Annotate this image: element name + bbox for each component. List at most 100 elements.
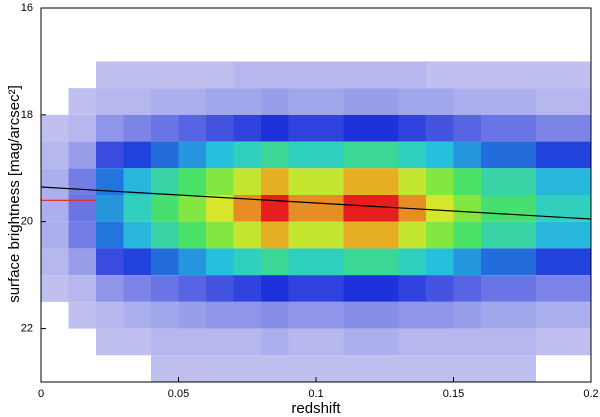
heat-cell xyxy=(508,195,536,222)
heat-cell xyxy=(41,195,69,222)
heat-cell xyxy=(398,275,426,302)
heat-cell xyxy=(426,141,454,169)
heat-cell xyxy=(536,88,564,115)
heat-cell xyxy=(288,141,316,169)
heat-cell xyxy=(563,88,591,115)
x-tick-label: 0.1 xyxy=(308,388,323,400)
heat-cell xyxy=(563,114,591,142)
heat-cell xyxy=(123,248,151,276)
heat-cell xyxy=(343,114,371,142)
y-tick-label: 20 xyxy=(21,216,33,228)
x-tick-label: 0.15 xyxy=(443,388,464,400)
heat-cell xyxy=(316,195,344,222)
heat-cell xyxy=(453,355,481,382)
heat-cell xyxy=(563,248,591,276)
heat-cell xyxy=(481,301,509,329)
heat-cell xyxy=(233,221,261,249)
heat-cell xyxy=(178,248,206,276)
heat-cell xyxy=(508,88,536,115)
heat-cell xyxy=(206,221,234,249)
heat-cell xyxy=(41,141,69,169)
y-axis-title: surface brightness [mag/arcsec²] xyxy=(6,85,23,303)
heat-cell xyxy=(536,141,564,169)
heat-cell xyxy=(206,275,234,302)
heat-cell xyxy=(536,114,564,142)
heat-cell xyxy=(123,221,151,249)
heat-cell xyxy=(508,355,536,382)
heat-cell xyxy=(453,114,481,142)
heat-cell xyxy=(151,88,179,115)
heat-cell xyxy=(481,248,509,276)
heat-cell xyxy=(316,355,344,382)
heat-cell xyxy=(233,168,261,195)
heat-cell xyxy=(371,114,399,142)
heat-cell xyxy=(426,248,454,276)
heat-cell xyxy=(151,61,179,89)
heat-cell xyxy=(343,248,371,276)
heat-cell xyxy=(426,88,454,115)
heat-cell xyxy=(96,248,124,276)
heat-cell xyxy=(563,328,591,356)
heat-cell xyxy=(563,168,591,195)
heat-cell xyxy=(261,141,289,169)
heat-cell xyxy=(233,301,261,329)
heat-cell xyxy=(371,88,399,115)
heat-cell xyxy=(206,114,234,142)
heat-cell xyxy=(206,328,234,356)
heat-cell xyxy=(151,328,179,356)
heat-cell xyxy=(426,355,454,382)
heat-cell xyxy=(233,141,261,169)
heat-cell xyxy=(233,355,261,382)
heat-cell xyxy=(371,275,399,302)
heat-cell xyxy=(123,328,151,356)
heat-cell xyxy=(371,168,399,195)
heat-cell xyxy=(316,114,344,142)
heat-cell xyxy=(178,301,206,329)
heat-cell xyxy=(261,114,289,142)
heat-cell xyxy=(371,61,399,89)
heat-cell xyxy=(178,221,206,249)
heat-cell xyxy=(426,168,454,195)
heat-cell xyxy=(123,141,151,169)
heat-cell xyxy=(508,61,536,89)
heat-cell xyxy=(151,248,179,276)
heat-cell xyxy=(453,221,481,249)
heat-cell xyxy=(481,88,509,115)
heat-cell xyxy=(343,141,371,169)
heat-cell xyxy=(453,61,481,89)
heat-cell xyxy=(508,221,536,249)
heat-cell xyxy=(123,88,151,115)
heat-cell xyxy=(508,275,536,302)
heat-cell xyxy=(206,88,234,115)
heat-cell xyxy=(206,195,234,222)
heat-cell xyxy=(316,301,344,329)
heat-cell xyxy=(398,61,426,89)
heat-cell xyxy=(233,61,261,89)
heat-cell xyxy=(453,301,481,329)
heat-cell xyxy=(398,114,426,142)
heat-cell xyxy=(508,328,536,356)
heat-cell xyxy=(123,114,151,142)
heat-cell xyxy=(398,88,426,115)
heat-cell xyxy=(123,61,151,89)
heat-cell xyxy=(481,168,509,195)
y-tick-label: 16 xyxy=(21,2,33,14)
heat-cell xyxy=(536,301,564,329)
heat-cell xyxy=(151,114,179,142)
heat-cell xyxy=(261,88,289,115)
heat-cell xyxy=(123,168,151,195)
heat-cell xyxy=(206,248,234,276)
heat-cell xyxy=(343,301,371,329)
heat-cell xyxy=(536,328,564,356)
heat-cell xyxy=(96,328,124,356)
heat-cell xyxy=(536,275,564,302)
heat-cell xyxy=(508,141,536,169)
heat-cell xyxy=(481,328,509,356)
heat-cell xyxy=(316,248,344,276)
heat-cell xyxy=(398,221,426,249)
heat-cell xyxy=(316,328,344,356)
heat-cell xyxy=(178,168,206,195)
heat-cell xyxy=(123,195,151,222)
heat-cell xyxy=(563,141,591,169)
heat-cell xyxy=(536,248,564,276)
